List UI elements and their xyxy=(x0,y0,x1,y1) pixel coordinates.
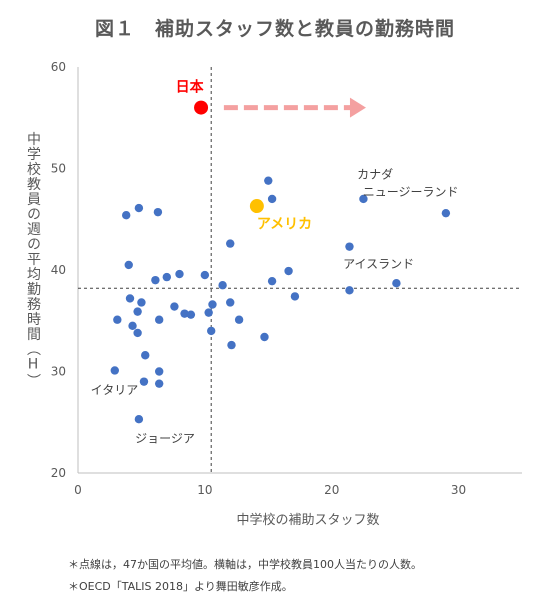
data-point xyxy=(207,326,216,336)
annotation-nz: ニュージーランド xyxy=(363,185,459,199)
y-tick-label: 40 xyxy=(51,263,66,277)
y-axis-title: 中学校教員の週の平均勤務時間（H） xyxy=(25,132,41,389)
data-point xyxy=(110,366,119,375)
data-point xyxy=(175,269,184,279)
data-point xyxy=(128,321,137,331)
annotation-usa: アメリカ xyxy=(257,216,312,232)
arrow-head xyxy=(349,97,366,118)
data-point xyxy=(180,309,189,318)
annotation-canada: カナダ xyxy=(357,167,393,182)
data-point xyxy=(359,194,368,204)
chart-title: 図１ 補助スタッフ数と教員の勤務時間 xyxy=(94,18,455,40)
x-tick-label: 20 xyxy=(324,483,339,497)
data-point xyxy=(234,315,244,324)
annotation-japan: 日本 xyxy=(176,78,205,95)
data-point xyxy=(133,307,142,316)
data-point xyxy=(227,340,236,350)
y-tick-label: 30 xyxy=(51,365,66,379)
annotation-georgia: ジョージア xyxy=(135,432,195,446)
data-point xyxy=(170,302,179,311)
data-point xyxy=(264,176,273,185)
data-point xyxy=(200,270,210,280)
data-point xyxy=(124,260,133,270)
data-point xyxy=(154,379,164,388)
data-point xyxy=(151,275,160,285)
data-point xyxy=(139,377,149,386)
footnote-2: ＊OECD「TALIS 2018」より舞田敏彦作成。 xyxy=(68,580,293,593)
data-point xyxy=(392,278,401,288)
data-point xyxy=(134,415,144,424)
data-point xyxy=(162,272,171,282)
data-point xyxy=(441,208,451,218)
data-point xyxy=(113,315,122,324)
y-tick-label: 50 xyxy=(51,162,66,176)
annotation-iceland: アイスランド xyxy=(343,257,414,271)
data-point xyxy=(134,203,144,213)
data-point xyxy=(186,310,196,319)
data-point xyxy=(208,300,217,309)
y-tick-label: 60 xyxy=(51,60,66,74)
data-point xyxy=(226,239,235,248)
x-tick-label: 10 xyxy=(197,483,212,497)
footnote-1: ＊点線は，47か国の平均値。横軸は，中学校教員100人当たりの人数。 xyxy=(68,558,422,571)
data-point xyxy=(154,315,164,324)
data-point xyxy=(226,298,235,307)
highlight-point-usa xyxy=(249,199,264,214)
data-point xyxy=(218,281,227,290)
x-tick-label: 0 xyxy=(74,483,82,497)
data-point xyxy=(267,194,277,204)
y-tick-label: 20 xyxy=(51,466,66,480)
data-point xyxy=(345,286,354,295)
data-point xyxy=(260,332,269,342)
data-point xyxy=(125,294,135,303)
data-point xyxy=(122,210,131,220)
x-tick-label: 30 xyxy=(451,483,466,497)
data-point xyxy=(284,266,293,276)
data-point xyxy=(204,308,213,317)
data-point xyxy=(290,292,300,301)
data-point xyxy=(133,328,142,338)
data-point xyxy=(153,207,163,217)
data-point xyxy=(154,367,164,376)
data-point xyxy=(267,276,277,286)
highlight-point-japan xyxy=(194,100,209,115)
data-point xyxy=(345,242,354,251)
x-axis-title: 中学校の補助スタッフ数 xyxy=(236,512,379,528)
data-point xyxy=(141,351,150,360)
data-point xyxy=(137,298,146,307)
annotation-italy: イタリア xyxy=(91,383,139,397)
